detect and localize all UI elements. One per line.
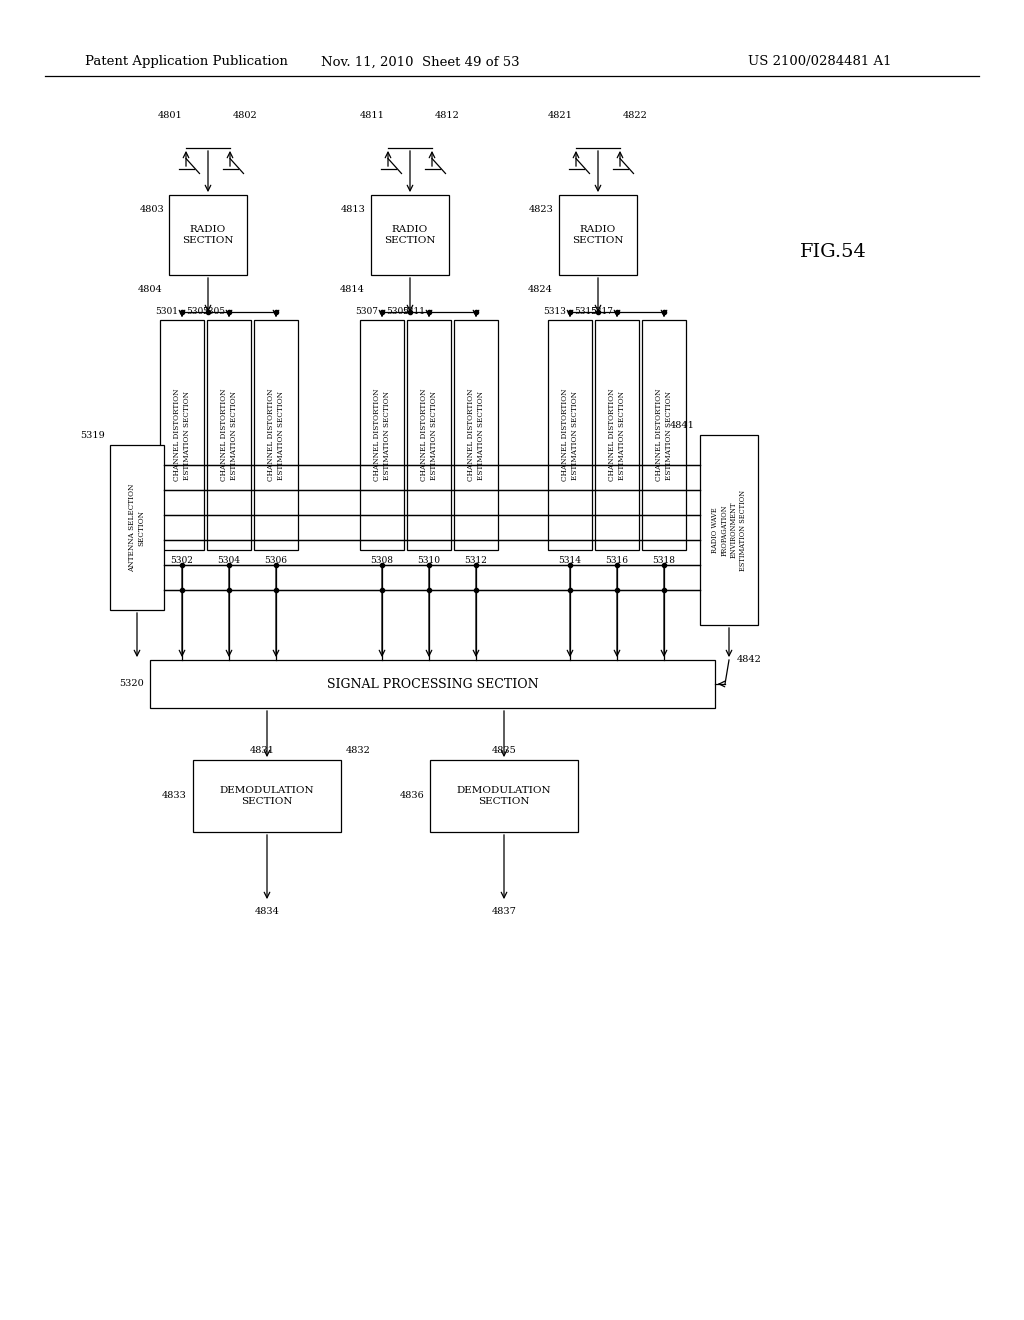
Text: 4811: 4811: [360, 111, 385, 120]
Bar: [160, 319, 204, 550]
Text: 4832: 4832: [346, 746, 371, 755]
Text: 5316: 5316: [605, 556, 629, 565]
Text: 4822: 4822: [623, 111, 648, 120]
Text: RADIO WAVE
PROPAGATION
ENVIRONMENT
ESTIMATION SECTION: RADIO WAVE PROPAGATION ENVIRONMENT ESTIM…: [712, 490, 746, 570]
Text: 4813: 4813: [341, 205, 366, 214]
Text: CHANNEL DISTORTION
ESTIMATION SECTION: CHANNEL DISTORTION ESTIMATION SECTION: [655, 389, 673, 482]
Bar: [548, 319, 592, 550]
Text: 5317: 5317: [590, 308, 613, 315]
Bar: [700, 436, 758, 624]
Text: 4836: 4836: [399, 792, 424, 800]
Text: 5318: 5318: [652, 556, 676, 565]
Text: 5313: 5313: [543, 308, 566, 315]
Text: 5310: 5310: [418, 556, 440, 565]
Bar: [110, 445, 164, 610]
Text: CHANNEL DISTORTION
ESTIMATION SECTION: CHANNEL DISTORTION ESTIMATION SECTION: [561, 389, 579, 482]
Bar: [254, 319, 298, 550]
Text: 5315: 5315: [574, 308, 597, 315]
Text: CHANNEL DISTORTION
ESTIMATION SECTION: CHANNEL DISTORTION ESTIMATION SECTION: [421, 389, 437, 482]
Text: DEMODULATION
SECTION: DEMODULATION SECTION: [457, 787, 551, 805]
Text: CHANNEL DISTORTION
ESTIMATION SECTION: CHANNEL DISTORTION ESTIMATION SECTION: [267, 389, 285, 482]
Text: 5312: 5312: [465, 556, 487, 565]
Bar: [371, 195, 449, 275]
Text: RADIO
SECTION: RADIO SECTION: [384, 226, 436, 244]
Text: SIGNAL PROCESSING SECTION: SIGNAL PROCESSING SECTION: [327, 677, 539, 690]
Text: 5320: 5320: [119, 680, 144, 689]
Bar: [595, 319, 639, 550]
Text: 4842: 4842: [737, 655, 762, 664]
Text: 4824: 4824: [528, 285, 553, 294]
Text: 5302: 5302: [171, 556, 194, 565]
Text: 5314: 5314: [558, 556, 582, 565]
Bar: [407, 319, 451, 550]
Text: CHANNEL DISTORTION
ESTIMATION SECTION: CHANNEL DISTORTION ESTIMATION SECTION: [220, 389, 238, 482]
Text: 4801: 4801: [159, 111, 183, 120]
Text: DEMODULATION
SECTION: DEMODULATION SECTION: [220, 787, 314, 805]
Bar: [642, 319, 686, 550]
Text: ANTENNA SELECTION
SECTION: ANTENNA SELECTION SECTION: [128, 483, 145, 572]
Text: 4831: 4831: [250, 746, 274, 755]
Bar: [169, 195, 247, 275]
Bar: [150, 660, 715, 708]
Text: 4833: 4833: [162, 792, 187, 800]
Bar: [454, 319, 498, 550]
Text: 5309: 5309: [386, 308, 409, 315]
Text: 4821: 4821: [548, 111, 573, 120]
Bar: [207, 319, 251, 550]
Text: RADIO
SECTION: RADIO SECTION: [182, 226, 233, 244]
Bar: [193, 760, 341, 832]
Text: 5306: 5306: [264, 556, 288, 565]
Text: 4802: 4802: [233, 111, 258, 120]
Text: 4812: 4812: [435, 111, 460, 120]
Text: 4835: 4835: [492, 746, 516, 755]
Text: Patent Application Publication: Patent Application Publication: [85, 55, 288, 69]
Text: 4814: 4814: [340, 285, 365, 294]
Text: 5319: 5319: [80, 432, 105, 440]
Text: 5304: 5304: [217, 556, 241, 565]
Text: 4803: 4803: [139, 205, 164, 214]
Text: 5305: 5305: [202, 308, 225, 315]
Text: CHANNEL DISTORTION
ESTIMATION SECTION: CHANNEL DISTORTION ESTIMATION SECTION: [374, 389, 390, 482]
Text: 5311: 5311: [402, 308, 425, 315]
Text: RADIO
SECTION: RADIO SECTION: [572, 226, 624, 244]
Text: US 2100/0284481 A1: US 2100/0284481 A1: [749, 55, 892, 69]
Text: 4823: 4823: [529, 205, 554, 214]
Text: Nov. 11, 2010  Sheet 49 of 53: Nov. 11, 2010 Sheet 49 of 53: [321, 55, 519, 69]
Text: CHANNEL DISTORTION
ESTIMATION SECTION: CHANNEL DISTORTION ESTIMATION SECTION: [608, 389, 626, 482]
Text: CHANNEL DISTORTION
ESTIMATION SECTION: CHANNEL DISTORTION ESTIMATION SECTION: [467, 389, 484, 482]
Text: CHANNEL DISTORTION
ESTIMATION SECTION: CHANNEL DISTORTION ESTIMATION SECTION: [173, 389, 190, 482]
Text: 5308: 5308: [371, 556, 393, 565]
Text: 4834: 4834: [255, 907, 280, 916]
Bar: [430, 760, 578, 832]
Text: 4837: 4837: [492, 907, 516, 916]
Text: 5303: 5303: [186, 308, 209, 315]
Text: 5307: 5307: [355, 308, 378, 315]
Text: FIG.54: FIG.54: [800, 243, 867, 261]
Bar: [360, 319, 404, 550]
Bar: [559, 195, 637, 275]
Text: 5301: 5301: [155, 308, 178, 315]
Text: 4841: 4841: [670, 421, 695, 430]
Text: 4804: 4804: [138, 285, 163, 294]
